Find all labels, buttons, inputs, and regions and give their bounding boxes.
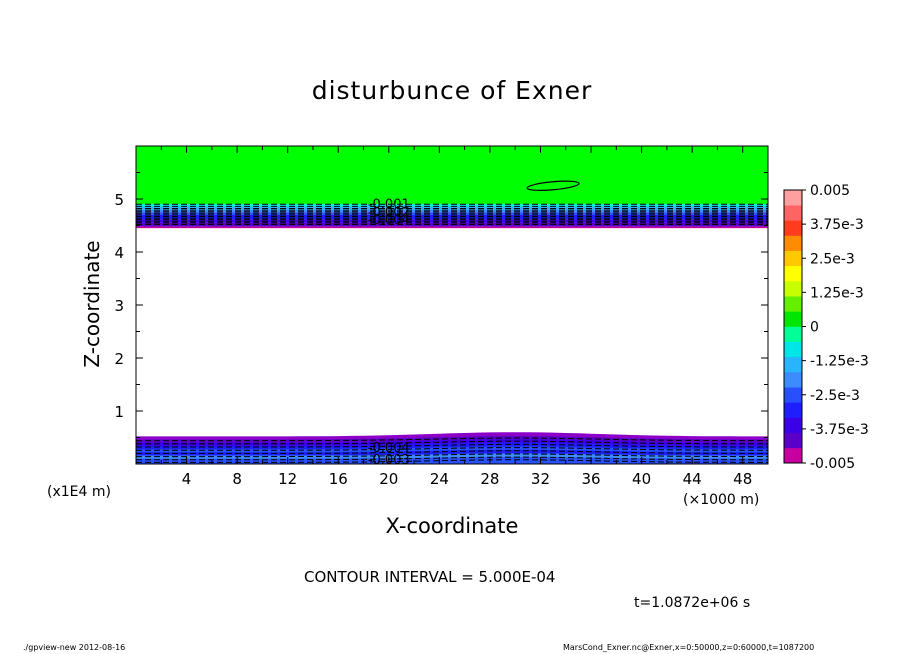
x-tick-label-32: 32 [531, 470, 550, 488]
x-tick-label-44: 44 [683, 470, 702, 488]
x-tick-label-20: 20 [379, 470, 398, 488]
colorbar-label-1: 3.75e-3 [810, 217, 864, 233]
colorbar-swatch-7 [784, 341, 802, 358]
colorbar-swatch-11 [784, 281, 802, 297]
colorbar-swatch-6 [784, 356, 802, 373]
lower-contour-line-3 [136, 447, 768, 451]
x-tick-label-24: 24 [430, 470, 449, 488]
y-tick-label-5: 5 [114, 191, 124, 209]
upper-band-layer-2 [136, 209, 768, 213]
colorbar-swatch-0 [784, 447, 802, 464]
chart-title: disturbunce of Exner [311, 76, 593, 105]
upper-band-layer-4 [136, 214, 768, 220]
colorbar-swatch-8 [784, 326, 802, 342]
x-tick-label-28: 28 [480, 470, 499, 488]
x-tick-label-12: 12 [278, 470, 297, 488]
colorbar-swatch-14 [784, 235, 802, 251]
colorbar-swatch-15 [784, 220, 802, 236]
colorbar-label-5: -1.25e-3 [810, 354, 869, 370]
upper-band-layer-7 [136, 226, 768, 229]
x-tick-label-4: 4 [182, 470, 192, 488]
colorbar-swatch-12 [784, 265, 802, 282]
colorbar-swatch-5 [784, 372, 802, 388]
x-tick-label-36: 36 [581, 470, 600, 488]
x-unit-label: (×1000 m) [683, 492, 760, 508]
time-text: t=1.0872e+06 s [634, 595, 751, 611]
colorbar-swatch-1 [784, 432, 802, 449]
contour-label-3: -0.004 [368, 441, 410, 456]
y-tick-label-2: 2 [114, 350, 124, 368]
contour-label-0: -0.001 [368, 197, 410, 212]
colorbar-swatch-4 [784, 387, 802, 403]
upper-band-green-region [136, 146, 768, 205]
x-tick-label-48: 48 [733, 470, 752, 488]
x-tick-label-8: 8 [232, 470, 242, 488]
colorbar-label-2: 2.5e-3 [810, 251, 855, 267]
footer-right-text: MarsCond_Exner.nc@Exner,x=0:50000,z=0:60… [563, 643, 815, 652]
x-axis-label: X-coordinate [385, 514, 519, 538]
footer-left-text: ./gpview-new 2012-08-16 [23, 643, 126, 652]
small-closed-contour [526, 180, 580, 191]
colorbar-label-4: 0 [810, 320, 819, 336]
lower-contour-line-2 [136, 443, 768, 448]
colorbar-swatch-13 [784, 250, 802, 267]
lower-contour-line-5 [136, 453, 768, 458]
x-tick-label-16: 16 [329, 470, 348, 488]
colorbar-swatch-9 [784, 311, 802, 327]
contour-interval-text: CONTOUR INTERVAL = 5.000E-04 [304, 568, 556, 586]
colorbar-swatch-16 [784, 205, 802, 221]
y-tick-label-3: 3 [114, 297, 124, 315]
y-unit-label: (x1E4 m) [47, 484, 111, 500]
colorbar-swatch-2 [784, 417, 802, 433]
colorbar-swatch-3 [784, 402, 802, 418]
lower-contour-line-0 [136, 437, 768, 442]
contour-label-1: -0.002 [368, 205, 410, 220]
lower-contour-line-7 [136, 459, 768, 463]
contour-label-2: -0.004 [368, 213, 410, 228]
colorbar-label-8: -0.005 [810, 456, 855, 472]
y-tick-label-4: 4 [114, 244, 124, 262]
colorbar-swatch-17 [784, 190, 802, 206]
lower-contour-line-1 [136, 440, 768, 445]
colorbar-label-7: -3.75e-3 [810, 422, 869, 438]
colorbar-label-0: 0.005 [810, 183, 850, 199]
y-tick-label-1: 1 [114, 403, 124, 421]
lower-contour-line-6 [136, 456, 768, 461]
colorbar-swatch-10 [784, 296, 802, 312]
colorbar-label-6: -2.5e-3 [810, 388, 860, 404]
colorbar-label-3: 1.25e-3 [810, 285, 864, 301]
lower-contour-line-4 [136, 450, 768, 454]
upper-band-layer-0 [136, 204, 768, 207]
x-tick-label-40: 40 [632, 470, 651, 488]
